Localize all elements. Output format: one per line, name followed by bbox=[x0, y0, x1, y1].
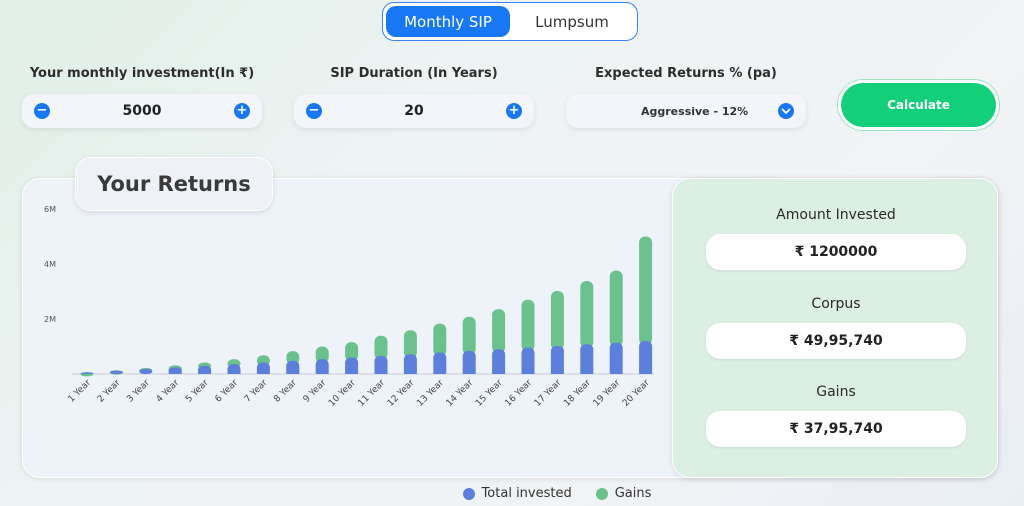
tab-lumpsum[interactable]: Lumpsum bbox=[535, 12, 609, 31]
bar-total-invested[interactable] bbox=[492, 349, 506, 374]
tab-monthly-sip[interactable]: Monthly SIP bbox=[386, 6, 510, 37]
x-tick-label: 9 Year bbox=[302, 378, 329, 405]
legend-total-invested-label: Total invested bbox=[481, 486, 572, 501]
expected-returns-value: Aggressive - 12% bbox=[641, 104, 749, 118]
your-returns-title: Your Returns bbox=[75, 157, 273, 211]
x-tick-label: 6 Year bbox=[213, 378, 240, 405]
legend-gains: Gains bbox=[595, 486, 652, 501]
amount-invested-value: ₹ 1200000 bbox=[706, 234, 966, 270]
gains-label: Gains bbox=[816, 384, 856, 400]
returns-bar-chart: 2M 4M 6M 1 Year 2 Year 3 Year 4 Year 5 Year 6 Ye… bbox=[44, 205, 654, 409]
x-tick-label: 4 Year bbox=[155, 378, 182, 405]
x-tick-label: 5 Year bbox=[184, 378, 211, 405]
x-tick-label: 7 Year bbox=[243, 378, 270, 405]
bar-total-invested-base bbox=[227, 369, 241, 374]
sip-duration-input[interactable]: 20 bbox=[404, 103, 424, 119]
bar-gains[interactable] bbox=[462, 316, 476, 355]
x-tick-label: 19 Year bbox=[592, 378, 623, 409]
mode-toggle: Monthly SIP Lumpsum bbox=[382, 2, 638, 41]
bar-total-invested-base bbox=[198, 369, 212, 374]
y-tick-label: 6M bbox=[44, 205, 56, 214]
bar-total-invested[interactable] bbox=[639, 341, 653, 374]
bar-total-invested-base bbox=[403, 369, 417, 374]
bar-total-invested[interactable] bbox=[433, 352, 447, 374]
returns-summary: Amount Invested ₹ 1200000 Corpus ₹ 49,95… bbox=[672, 178, 998, 478]
legend-gains-label: Gains bbox=[614, 486, 652, 501]
expected-returns-select[interactable]: Aggressive - 12% bbox=[566, 94, 806, 128]
bar-total-invested-base bbox=[462, 369, 476, 374]
chevron-down-icon[interactable] bbox=[778, 103, 794, 119]
x-tick-label: 17 Year bbox=[533, 378, 564, 409]
x-tick-label: 11 Year bbox=[356, 378, 387, 409]
legend-total-invested: Total invested bbox=[462, 486, 572, 501]
bar-total-invested-base bbox=[256, 369, 270, 374]
bar-total-invested[interactable] bbox=[80, 372, 94, 374]
y-tick-label: 2M bbox=[44, 315, 56, 324]
bar-total-invested[interactable] bbox=[462, 350, 476, 374]
sip-duration-stepper: − 20 + bbox=[294, 94, 534, 128]
bar-total-invested-base bbox=[609, 369, 623, 374]
bar-gains[interactable] bbox=[580, 281, 594, 349]
bar-total-invested[interactable] bbox=[550, 345, 564, 374]
bar-total-invested-base bbox=[521, 369, 535, 374]
decrease-investment-button[interactable]: − bbox=[34, 103, 50, 119]
sip-duration-label: SIP Duration (In Years) bbox=[330, 66, 498, 81]
amount-invested-label: Amount Invested bbox=[776, 207, 896, 223]
bar-gains[interactable] bbox=[345, 342, 359, 362]
x-tick-label: 14 Year bbox=[445, 378, 476, 409]
bar-total-invested-base bbox=[315, 369, 329, 374]
monthly-investment-input[interactable]: 5000 bbox=[122, 103, 162, 119]
bar-total-invested-base bbox=[639, 369, 653, 374]
x-tick-label: 8 Year bbox=[272, 378, 299, 405]
monthly-investment-label: Your monthly investment(In ₹) bbox=[29, 66, 255, 81]
bar-total-invested[interactable] bbox=[609, 342, 623, 374]
x-tick-label: 12 Year bbox=[386, 378, 417, 409]
total-invested-swatch bbox=[462, 487, 475, 500]
bar-total-invested-base bbox=[433, 369, 447, 374]
x-tick-label: 1 Year bbox=[66, 378, 93, 405]
bar-total-invested-base bbox=[345, 369, 359, 374]
x-tick-label: 13 Year bbox=[415, 378, 446, 409]
increase-duration-button[interactable]: + bbox=[505, 103, 522, 119]
bar-total-invested-base bbox=[492, 369, 506, 374]
monthly-investment-stepper: − 5000 + bbox=[22, 94, 262, 128]
decrease-duration-button[interactable]: − bbox=[306, 103, 322, 119]
x-tick-label: 3 Year bbox=[125, 378, 152, 405]
expected-returns-label: Expected Returns % (pa) bbox=[595, 66, 777, 81]
increase-investment-button[interactable]: + bbox=[234, 103, 250, 119]
x-tick-label: 16 Year bbox=[503, 378, 534, 409]
bar-total-invested[interactable] bbox=[521, 347, 535, 374]
x-tick-label: 20 Year bbox=[621, 378, 652, 409]
bar-gains[interactable] bbox=[403, 330, 417, 359]
bar-total-invested[interactable] bbox=[580, 344, 594, 374]
bar-gains[interactable] bbox=[374, 335, 388, 360]
bar-total-invested[interactable] bbox=[139, 369, 153, 374]
gains-value: ₹ 37,95,740 bbox=[706, 411, 966, 447]
calculate-button[interactable]: Calculate bbox=[841, 83, 996, 127]
chart-legend: Total invested Gains bbox=[0, 486, 1024, 501]
x-tick-label: 15 Year bbox=[474, 378, 505, 409]
bar-gains[interactable] bbox=[550, 290, 564, 350]
bar-total-invested-base bbox=[550, 369, 564, 374]
x-tick-label: 18 Year bbox=[562, 378, 593, 409]
bar-gains[interactable] bbox=[609, 270, 623, 347]
bar-total-invested-base bbox=[374, 369, 388, 374]
bar-gains[interactable] bbox=[521, 299, 535, 352]
gains-swatch bbox=[595, 487, 608, 500]
x-tick-label: 10 Year bbox=[327, 378, 358, 409]
corpus-label: Corpus bbox=[811, 296, 861, 312]
bar-total-invested-base bbox=[580, 369, 594, 374]
corpus-value: ₹ 49,95,740 bbox=[706, 323, 966, 359]
bar-gains[interactable] bbox=[639, 236, 653, 346]
bar-gains[interactable] bbox=[433, 323, 447, 357]
bar-total-invested-base bbox=[286, 369, 300, 374]
bar-total-invested-base bbox=[168, 369, 182, 374]
bar-gains[interactable] bbox=[492, 309, 506, 354]
bar-total-invested[interactable] bbox=[109, 370, 123, 374]
y-tick-label: 4M bbox=[44, 260, 56, 269]
x-tick-label: 2 Year bbox=[96, 378, 123, 405]
bar-gains[interactable] bbox=[315, 346, 329, 364]
